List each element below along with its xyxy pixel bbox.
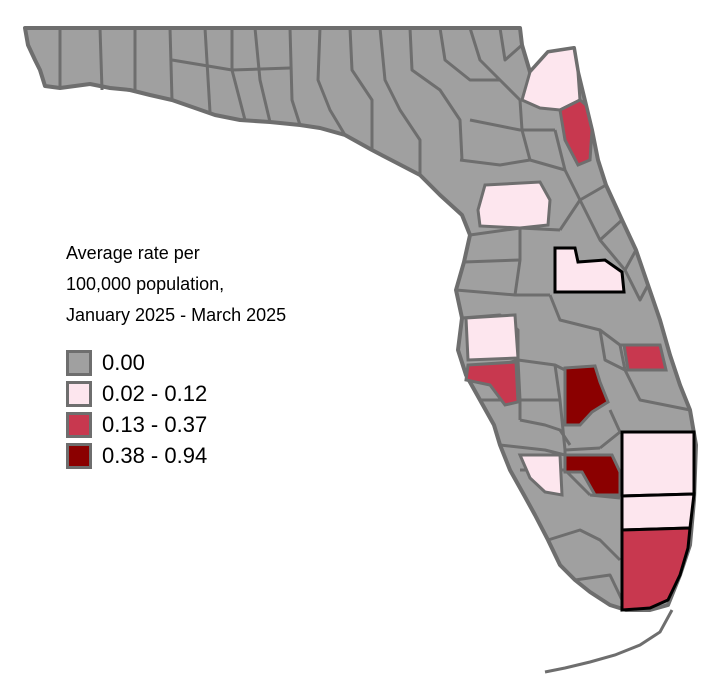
legend-label: 0.38 - 0.94 xyxy=(102,442,208,468)
legend-title-line: January 2025 - March 2025 xyxy=(66,305,287,325)
legend-item: 0.38 - 0.94 xyxy=(66,440,207,471)
legend-item: 0.02 - 0.12 xyxy=(66,378,207,409)
county-nassau xyxy=(520,46,582,112)
legend-swatch xyxy=(66,380,92,407)
legend-swatch xyxy=(66,411,92,438)
county-st-johns xyxy=(558,98,594,167)
legend-item: 0.00 xyxy=(66,347,207,378)
legend: 0.00 0.02 - 0.12 0.13 - 0.37 0.38 - 0.94 xyxy=(66,347,207,471)
legend-title-line: Average rate per xyxy=(66,243,200,263)
county-indian-river xyxy=(622,343,668,372)
county-miami-dade xyxy=(620,526,692,612)
county-orange xyxy=(553,246,626,294)
legend-title-line: 100,000 population, xyxy=(66,274,225,294)
legend-label: 0.00 xyxy=(102,349,145,375)
legend-item: 0.13 - 0.37 xyxy=(66,409,207,440)
county-broward xyxy=(620,492,696,532)
county-marion xyxy=(476,180,552,230)
legend-swatch xyxy=(66,442,92,469)
county-pasco xyxy=(464,313,520,362)
legend-label: 0.02 - 0.12 xyxy=(102,380,208,406)
legend-title: Average rate per 100,000 population, Jan… xyxy=(66,238,286,331)
county-glades-hendry xyxy=(563,453,622,497)
county-palm-beach xyxy=(620,430,696,498)
county-charlotte xyxy=(517,453,564,497)
county-hillsborough xyxy=(464,360,520,407)
legend-swatch xyxy=(66,349,92,376)
county-highlands xyxy=(563,364,610,427)
legend-label: 0.13 - 0.37 xyxy=(102,411,208,437)
